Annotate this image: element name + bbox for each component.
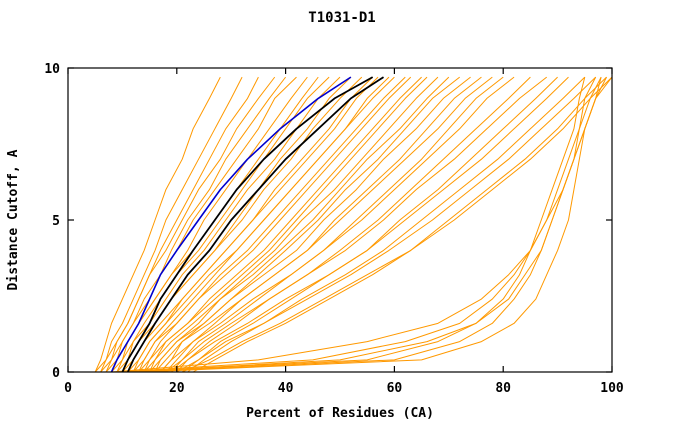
- model-curve-orange: [149, 76, 471, 373]
- model-curve-orange: [165, 76, 548, 373]
- model-curve-orange: [187, 76, 586, 373]
- model-curve-orange: [182, 76, 613, 373]
- x-tick-label: 40: [278, 381, 294, 396]
- model-curve-orange: [127, 76, 395, 373]
- model-curve-orange: [127, 76, 608, 373]
- model-curve-orange: [143, 76, 450, 373]
- model-curve-orange: [122, 76, 379, 373]
- model-curve-orange: [171, 76, 569, 373]
- ticks-layer: [67, 67, 613, 373]
- model-curve-orange: [176, 76, 597, 373]
- model-curve-orange: [94, 76, 221, 373]
- curves-layer: [94, 76, 613, 373]
- model-curve-orange: [100, 76, 243, 373]
- model-curve-orange: [116, 76, 602, 373]
- x-tick-label: 20: [169, 381, 185, 396]
- black-model-curve-1: [121, 76, 374, 373]
- x-tick-label: 60: [387, 381, 403, 396]
- x-axis-label: Percent of Residues (CA): [246, 406, 434, 421]
- x-tick-label: 100: [600, 381, 624, 396]
- model-curve-orange: [94, 76, 276, 373]
- blue-model-curve: [110, 76, 352, 373]
- model-curve-orange: [154, 76, 493, 373]
- model-curve-orange: [132, 76, 412, 373]
- x-tick-label: 80: [495, 381, 511, 396]
- x-tick-label: 0: [64, 381, 72, 396]
- model-curve-orange: [176, 76, 531, 373]
- model-curve-orange: [170, 76, 504, 373]
- chart-title: T1031-D1: [308, 10, 375, 26]
- black-model-curve-2: [127, 76, 385, 373]
- model-curve-orange: [143, 76, 406, 373]
- model-curve-orange: [122, 76, 586, 373]
- y-axis-label: Distance Cutoff, A: [6, 149, 21, 290]
- y-tick-label: 0: [52, 366, 60, 381]
- model-curve-orange: [160, 76, 460, 373]
- model-curve-orange: [144, 76, 602, 373]
- y-tick-label: 10: [44, 62, 60, 77]
- model-curve-orange: [111, 76, 613, 373]
- tick-labels-layer: 0 20 40 60 80 100 0 5 10: [44, 62, 624, 396]
- model-curve-orange: [160, 76, 515, 373]
- model-curve-orange: [138, 76, 428, 373]
- y-tick-label: 5: [52, 214, 60, 229]
